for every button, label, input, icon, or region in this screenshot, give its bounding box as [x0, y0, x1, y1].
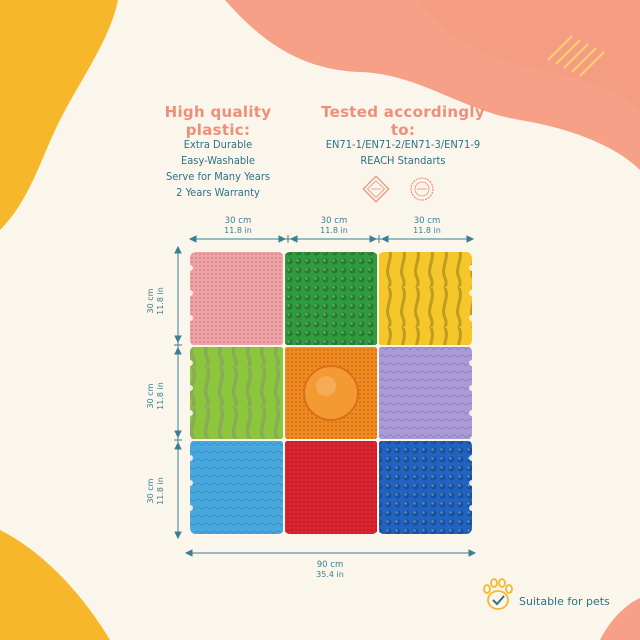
feature-item: Serve for Many Years — [165, 170, 271, 183]
dimension-label-left-3: 30 cm 11.8 in — [146, 477, 165, 505]
features-list: Extra Durable Easy-Washable Serve for Ma… — [148, 137, 288, 201]
features-heading: High quality plastic: — [164, 103, 272, 139]
lime-tile — [190, 346, 284, 440]
paw-check-icon — [483, 578, 513, 610]
dimension-label-top-3: 30 cm 11.8 in — [413, 216, 441, 235]
dimension-label-left-2: 30 cm 11.8 in — [146, 382, 165, 410]
pink-tile — [190, 252, 284, 346]
non-toxic-badge-icon — [410, 177, 434, 201]
feature-item: 2 Years Warranty — [176, 186, 260, 199]
feature-item: Easy-Washable — [180, 154, 256, 167]
standards-list: EN71-1/EN71-2/EN71-3/EN71-9 REACH Standa… — [318, 137, 488, 169]
sky-blue-tile — [190, 440, 284, 534]
testing-heading: Tested accordingly to: — [321, 103, 485, 139]
dimension-label-top-2: 30 cm 11.8 in — [320, 216, 348, 235]
feature-item: Extra Durable — [183, 138, 253, 151]
orange-tile — [284, 346, 378, 440]
standard-item: REACH Standarts — [360, 154, 446, 167]
sensory-mat-grid — [187, 252, 475, 534]
lavender-tile — [378, 346, 472, 440]
blue-tile — [378, 440, 472, 534]
dimension-label-top-1: 30 cm 11.8 in — [224, 216, 252, 235]
red-tile — [284, 440, 378, 534]
green-tile — [284, 252, 378, 346]
phthalate-free-badge-icon — [362, 175, 390, 203]
pets-label: Suitable for pets — [519, 595, 610, 608]
yellow-tile — [378, 252, 472, 346]
total-dimension-label: 90 cm 35.4 in — [316, 560, 344, 579]
standard-item: EN71-1/EN71-2/EN71-3/EN71-9 — [325, 138, 481, 151]
dimension-label-left-1: 30 cm 11.8 in — [146, 287, 165, 315]
